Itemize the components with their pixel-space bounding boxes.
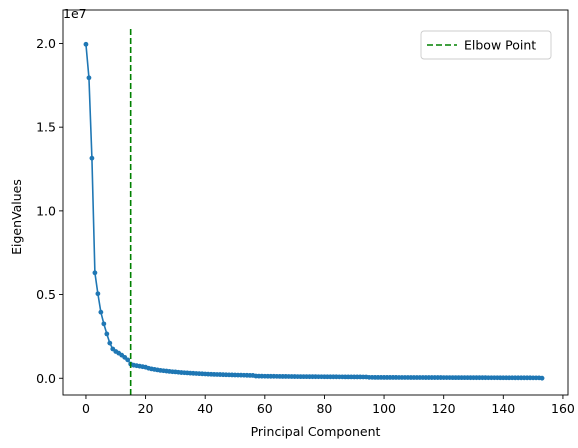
- data-point: [107, 340, 113, 346]
- data-point: [98, 309, 104, 315]
- legend-box: [420, 30, 552, 60]
- x-tick-label: 120: [432, 401, 456, 416]
- x-tick-label: 0: [82, 401, 90, 416]
- legend-label-elbow: Elbow Point: [464, 38, 536, 53]
- data-point: [86, 75, 92, 81]
- x-tick-label: 80: [316, 401, 332, 416]
- plot-area: [83, 26, 545, 395]
- legend: Elbow Point: [420, 30, 552, 60]
- x-ticks: 0 20 40 60 80 100 120 140 160: [82, 395, 575, 416]
- data-point: [92, 270, 98, 276]
- data-point: [89, 155, 95, 161]
- x-tick-label: 40: [197, 401, 213, 416]
- axes-frame: [62, 9, 569, 396]
- x-tick-label: 160: [551, 401, 575, 416]
- x-tick-label: 60: [257, 401, 273, 416]
- y-tick-label: 1.5: [36, 120, 56, 135]
- data-point: [95, 291, 101, 297]
- y-tick-label: 2.0: [36, 36, 56, 51]
- x-tick-label: 100: [372, 401, 396, 416]
- y-ticks: 0.0 0.5 1.0 1.5 2.0: [36, 36, 63, 386]
- y-tick-label: 1.0: [36, 203, 56, 218]
- series-markers: [83, 41, 545, 381]
- data-point: [83, 41, 89, 47]
- x-tick-label: 140: [491, 401, 515, 416]
- data-point: [125, 357, 131, 363]
- data-point: [539, 375, 545, 381]
- data-point: [104, 331, 110, 337]
- x-tick-label: 20: [138, 401, 154, 416]
- y-offset-label: 1e7: [63, 6, 87, 21]
- data-point: [101, 321, 107, 327]
- x-axis-label: Principal Component: [251, 424, 381, 439]
- y-tick-label: 0.5: [36, 287, 56, 302]
- y-tick-label: 0.0: [36, 371, 56, 386]
- y-axis-label: EigenValues: [9, 179, 24, 255]
